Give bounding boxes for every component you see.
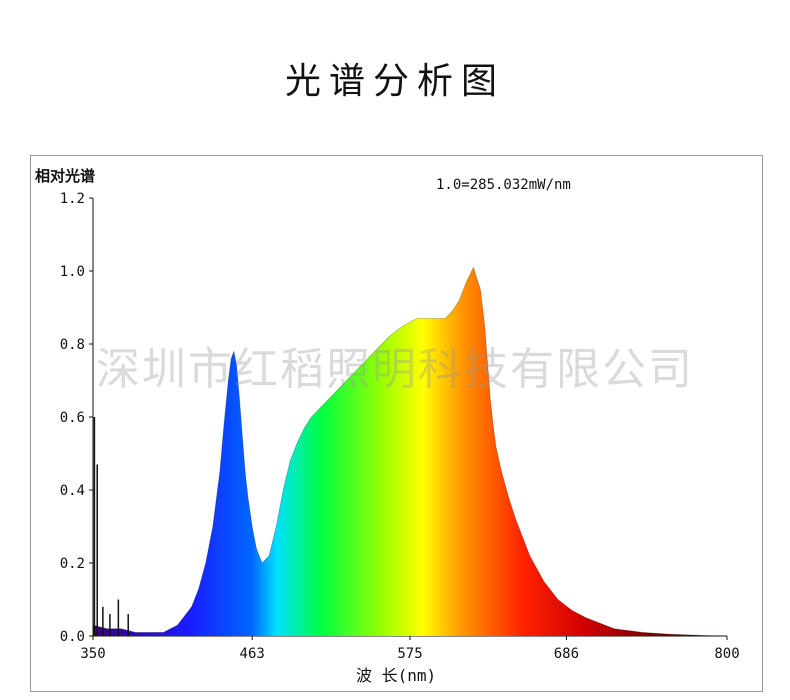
x-tick-label: 463: [240, 646, 265, 662]
chart-annotation: 1.0=285.032mW/nm: [436, 177, 571, 193]
y-tick-label: 0.6: [60, 410, 85, 426]
spectrum-chart: 相对光谱 1.0=285.032mW/nm 0.0 0.2 0.4 0.6 0.8 1.0…: [35, 167, 740, 685]
x-tick-label: 350: [80, 646, 105, 662]
page-title: 光谱分析图: [284, 61, 505, 102]
y-tick-label: 0.8: [60, 337, 85, 353]
y-tick-label: 0.0: [60, 629, 85, 645]
y-axis-label: 相对光谱: [35, 167, 95, 185]
spectrum-area-series-0: [93, 267, 727, 636]
y-tick-label: 1.2: [60, 191, 85, 207]
x-tick-label: 575: [397, 646, 422, 662]
spectrum-chart-frame: 相对光谱 1.0=285.032mW/nm 0.0 0.2 0.4 0.6 0.8 1.0…: [30, 155, 763, 692]
spectrum-line-series-0: [92, 266, 728, 637]
y-tick-label: 0.2: [60, 556, 85, 572]
y-tick-label: 1.0: [60, 264, 85, 280]
x-tick-label: 800: [714, 646, 739, 662]
x-axis-label: 波 长(nm): [356, 666, 436, 685]
x-tick-label: 686: [554, 646, 579, 662]
y-tick-label: 0.4: [60, 483, 85, 499]
